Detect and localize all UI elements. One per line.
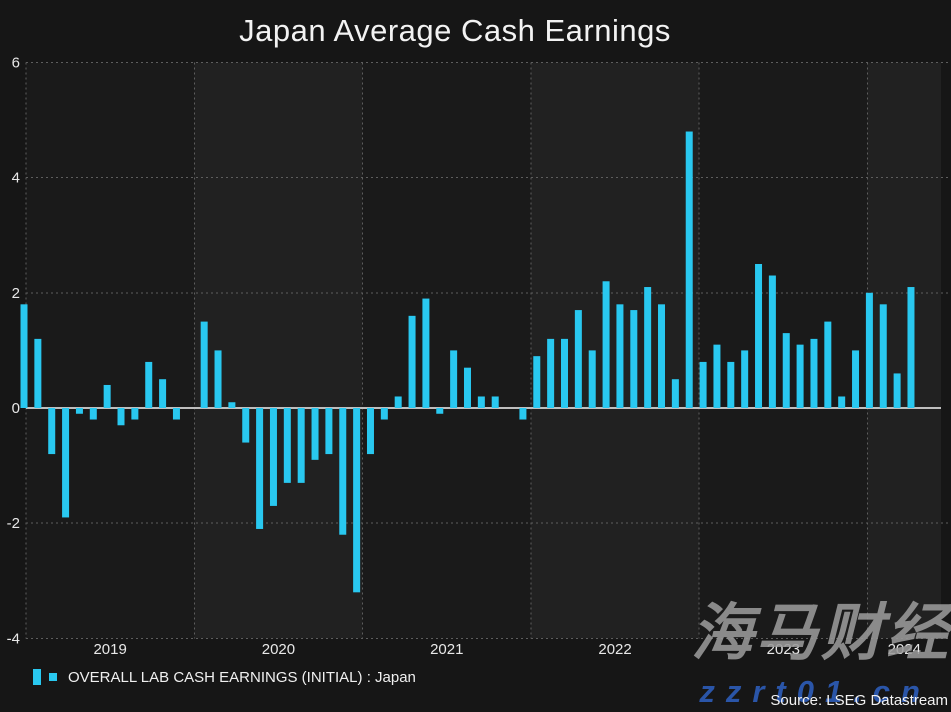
data-bar	[283, 408, 291, 483]
data-bar	[477, 396, 485, 408]
x-axis-year-label: 2024	[888, 641, 921, 658]
x-axis-year-label: 2020	[262, 641, 295, 658]
source-attribution: Source: LSEG Datastream	[770, 692, 948, 709]
y-axis-tick-label: 0	[12, 400, 20, 417]
data-bar	[339, 408, 347, 535]
data-bar	[325, 408, 333, 455]
data-bar	[755, 264, 763, 408]
data-bar	[741, 350, 749, 408]
data-bar	[782, 333, 790, 408]
data-bar	[852, 350, 860, 408]
data-bar	[394, 396, 402, 408]
data-bar	[75, 408, 83, 414]
data-bar	[893, 373, 901, 408]
data-bar	[145, 361, 153, 408]
legend-square-marker-icon	[49, 673, 57, 681]
data-bar	[671, 379, 679, 408]
y-axis-tick-label: 2	[12, 285, 20, 302]
year-band	[26, 62, 195, 639]
data-bar	[366, 408, 374, 455]
data-bar	[103, 384, 111, 408]
y-axis-tick-label: -2	[7, 515, 20, 532]
x-axis-year-label: 2019	[93, 641, 126, 658]
data-bar	[436, 408, 444, 414]
data-bar	[574, 310, 582, 408]
data-bar	[242, 408, 250, 443]
data-bar	[810, 338, 818, 408]
data-bar	[89, 408, 97, 420]
data-bar	[491, 396, 499, 408]
data-bar	[408, 315, 416, 408]
data-bar	[879, 304, 887, 408]
data-bar	[713, 344, 721, 408]
year-band	[867, 62, 941, 639]
data-bar	[422, 298, 430, 408]
data-bar	[533, 356, 541, 408]
data-bar	[907, 287, 915, 408]
data-bar	[519, 408, 527, 420]
year-band	[362, 62, 531, 639]
data-bar	[450, 350, 458, 408]
watermark-brand-text: 海马财经	[690, 599, 951, 668]
data-bar	[311, 408, 319, 460]
data-bar	[256, 408, 264, 529]
data-bar	[796, 344, 804, 408]
data-bar	[131, 408, 139, 420]
data-bar	[630, 310, 638, 408]
data-bar	[34, 338, 42, 408]
data-bar	[353, 408, 361, 593]
data-bar	[20, 304, 28, 408]
data-bar	[865, 292, 873, 408]
data-bar	[200, 321, 208, 408]
y-axis-tick-label: -4	[7, 630, 20, 647]
data-bar	[117, 408, 125, 426]
x-axis-year-label: 2022	[598, 641, 631, 658]
data-bar	[463, 367, 471, 408]
data-bar	[269, 408, 277, 506]
x-axis-year-label: 2023	[767, 641, 800, 658]
data-bar	[838, 396, 846, 408]
data-bar	[159, 379, 167, 408]
data-bar	[228, 402, 236, 408]
x-axis-year-label: 2021	[430, 641, 463, 658]
data-bar	[602, 281, 610, 408]
data-bar	[699, 361, 707, 408]
data-bar	[172, 408, 180, 420]
data-bar	[214, 350, 222, 408]
data-bar	[297, 408, 305, 483]
data-bar	[588, 350, 596, 408]
data-bar	[685, 131, 693, 408]
watermark-site-text: zzrt01.cn	[699, 674, 931, 709]
chart-title: Japan Average Cash Earnings	[239, 13, 671, 48]
data-bar	[824, 321, 832, 408]
legend-series-label: OVERALL LAB CASH EARNINGS (INITIAL) : Ja…	[68, 668, 416, 686]
legend-bar-marker-icon	[33, 669, 41, 685]
data-bar	[644, 287, 652, 408]
data-bar	[616, 304, 624, 408]
data-bar	[48, 408, 56, 455]
data-bar	[768, 275, 776, 408]
chart-legend: OVERALL LAB CASH EARNINGS (INITIAL) : Ja…	[33, 667, 416, 687]
data-bar	[727, 361, 735, 408]
year-band	[194, 62, 363, 639]
data-bar	[380, 408, 388, 420]
y-axis-tick-label: 4	[12, 170, 20, 187]
data-bar	[658, 304, 666, 408]
data-bar	[561, 338, 568, 408]
year-band	[530, 62, 700, 639]
y-axis-tick-label: 6	[12, 54, 20, 71]
data-bar	[62, 408, 70, 518]
data-bar	[547, 338, 555, 408]
